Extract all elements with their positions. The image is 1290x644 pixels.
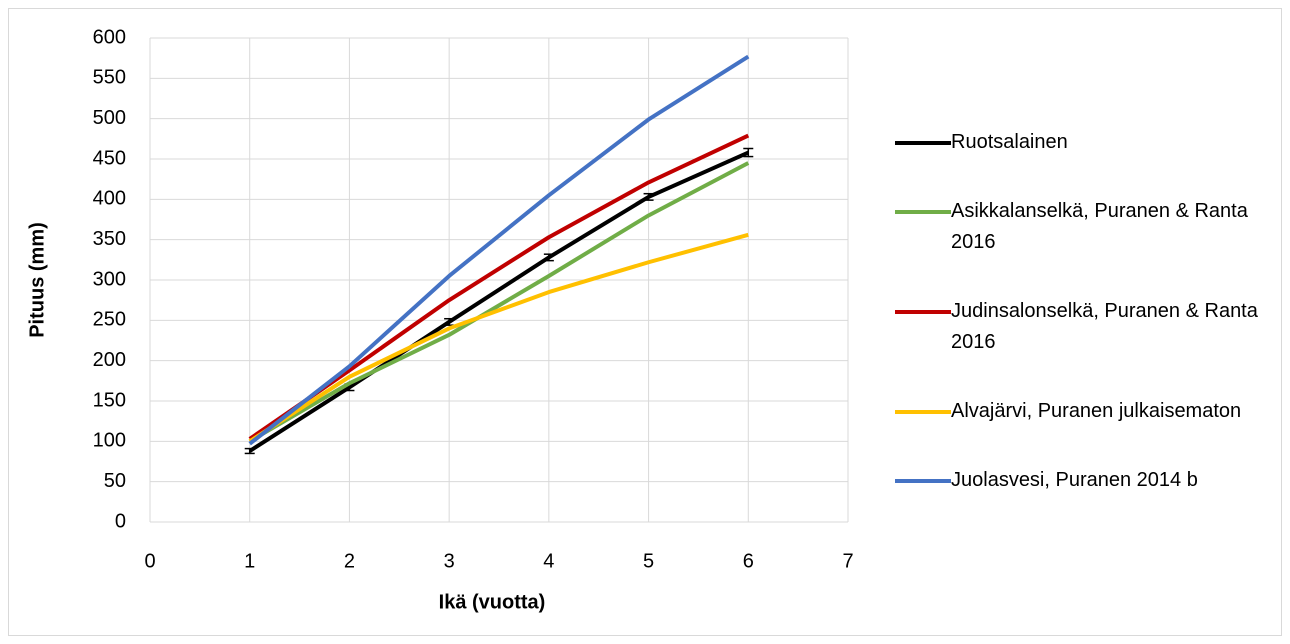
y-tick-label: 300 [93,268,126,290]
x-tick-label: 7 [842,550,853,572]
y-tick-label: 550 [93,67,126,89]
x-tick-label: 6 [743,550,754,572]
series-line [248,133,750,441]
legend-swatch [895,141,951,145]
y-tick-label: 150 [93,389,126,411]
y-tick-label: 350 [93,228,126,250]
legend-label: Asikkalanselkä, Puranen & Ranta 2016 [951,200,1248,253]
legend-entry: Juolasvesi, Puranen 2014 b [895,465,1275,496]
legend-swatch [895,479,951,483]
x-tick-label: 4 [543,550,554,572]
x-tick-label: 2 [344,550,355,572]
x-tick-label: 5 [643,550,654,572]
x-axis-title: Ikä (vuotta) [439,591,546,613]
series-line [248,161,750,444]
legend: Ruotsalainen Asikkalanselkä, Puranen & Ra… [895,127,1275,496]
y-tick-label: 0 [115,510,126,532]
legend-swatch [895,210,951,214]
series-line [248,232,749,444]
legend-label: Juolasvesi, Puranen 2014 b [951,469,1198,491]
legend-entry: Asikkalanselkä, Puranen & Ranta 2016 [895,196,1275,258]
x-tick-label: 3 [444,550,455,572]
y-tick-label: 400 [93,188,126,210]
y-tick-label: 500 [93,107,126,129]
y-axis-title: Pituus (mm) [26,222,48,338]
x-tick-label: 1 [244,550,255,572]
y-tick-label: 200 [93,349,126,371]
legend-label: Alvajärvi, Puranen julkaisematon [951,400,1242,422]
y-tick-label: 450 [93,147,126,169]
x-tick-label: 0 [144,550,155,572]
legend-entry: Alvajärvi, Puranen julkaisematon [895,396,1275,427]
legend-swatch [895,410,951,414]
y-tick-label: 600 [93,26,126,48]
y-tick-label: 250 [93,309,126,331]
series-line [248,150,750,453]
legend-swatch [895,310,951,314]
legend-entry: Ruotsalainen [895,127,1275,158]
legend-label: Ruotsalainen [951,131,1068,153]
chart-frame [8,8,1282,636]
legend-entry: Judinsalonselkä, Puranen & Ranta 2016 [895,296,1275,358]
series-line [248,54,750,446]
y-tick-label: 100 [93,430,126,452]
y-tick-label: 50 [104,470,126,492]
legend-label: Judinsalonselkä, Puranen & Ranta 2016 [951,300,1258,353]
